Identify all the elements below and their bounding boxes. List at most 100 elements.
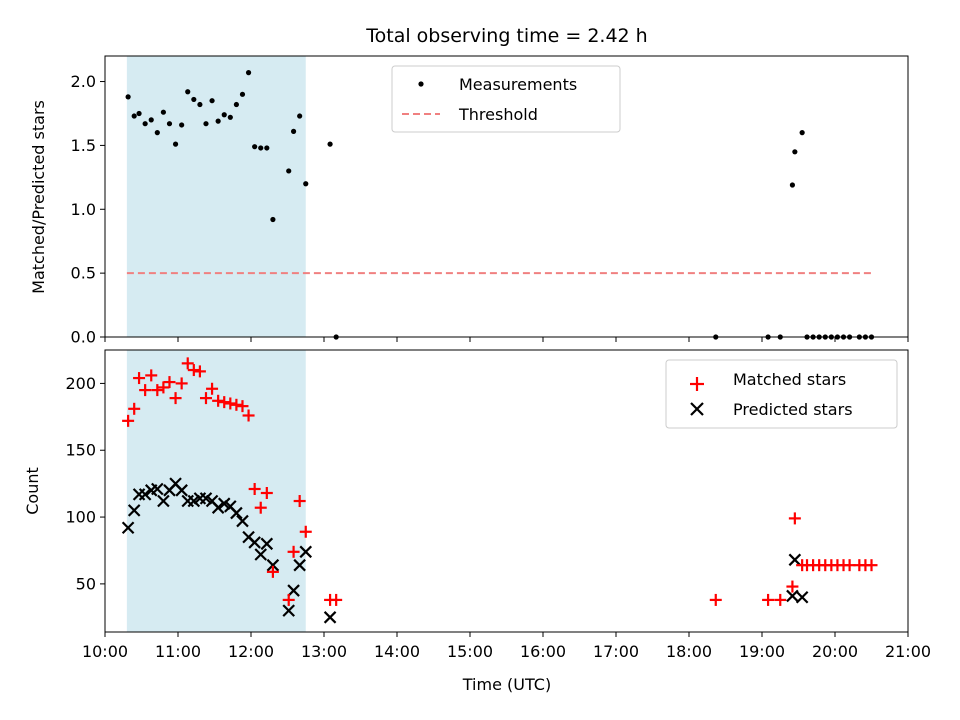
count-panel-frame bbox=[104, 349, 909, 633]
x-tick-label: 11:00 bbox=[155, 642, 201, 661]
matched-star-point bbox=[236, 400, 249, 413]
predicted-star-point bbox=[121, 521, 135, 535]
matched-star-point bbox=[128, 402, 141, 415]
matched-star-point bbox=[157, 381, 170, 394]
measurement-point bbox=[792, 149, 798, 155]
ratio-y-tick-label: 0.5 bbox=[71, 264, 96, 283]
predicted-star-point bbox=[282, 604, 295, 617]
x-tick-label: 14:00 bbox=[374, 642, 420, 661]
matched-star-point bbox=[260, 487, 273, 500]
matched-star-point bbox=[145, 369, 158, 382]
matched-star-point bbox=[282, 593, 295, 606]
ratio-panel: 0.0 0.5 1.0 1.5 2.0 Total observing time = 2… bbox=[29, 25, 909, 347]
matched-star-point bbox=[254, 501, 267, 514]
predicted-star-point bbox=[293, 558, 306, 572]
predicted-stars-points bbox=[121, 477, 809, 624]
ratio-legend: Measurements Threshold bbox=[391, 65, 621, 133]
x-tick-label: 21:00 bbox=[885, 642, 931, 661]
measurement-point bbox=[154, 130, 160, 136]
measurement-point bbox=[142, 121, 148, 127]
ratio-y-tick-label: 0.0 bbox=[71, 328, 96, 347]
measurement-point bbox=[270, 216, 276, 223]
matched-star-point bbox=[151, 384, 164, 397]
matched-star-point bbox=[139, 384, 152, 397]
measurement-point bbox=[191, 96, 197, 103]
measurement-point bbox=[221, 112, 227, 118]
ratio-y-ticks: 0.0 0.5 1.0 1.5 2.0 bbox=[71, 72, 105, 347]
x-tick-label: 13:00 bbox=[301, 642, 347, 661]
matched-star-point bbox=[175, 377, 188, 390]
x-tick-label: 10:00 bbox=[82, 642, 128, 661]
matched-star-point bbox=[762, 593, 775, 606]
count-y-tick-label: 150 bbox=[65, 441, 96, 460]
measurement-point bbox=[172, 141, 179, 147]
predicted-star-point bbox=[299, 545, 313, 559]
count-y-tick-label: 100 bbox=[65, 508, 96, 527]
measurement-point bbox=[197, 101, 203, 108]
matched-star-point bbox=[218, 396, 231, 409]
matched-star-point bbox=[865, 559, 878, 572]
measurement-point bbox=[166, 121, 173, 127]
matched-star-point bbox=[248, 482, 261, 495]
ratio-y-axis-label: Matched/Predicted stars bbox=[29, 100, 48, 294]
count-panel: 50 100 150 200 10:00 11:00 12:00 13:00 14:00 15:… bbox=[23, 349, 931, 694]
predicted-star-point bbox=[260, 537, 274, 551]
observing-span-top bbox=[126, 56, 306, 337]
matched-star-point bbox=[786, 580, 799, 593]
predicted-star-point bbox=[175, 484, 188, 497]
count-y-axis-label: Count bbox=[23, 467, 42, 515]
ratio-x-ticks bbox=[104, 337, 909, 342]
predicted-star-point bbox=[788, 553, 802, 567]
measurement-point bbox=[327, 141, 333, 147]
measurement-point bbox=[160, 109, 166, 115]
count-y-ticks: 50 100 150 200 bbox=[65, 374, 105, 593]
predicted-star-point bbox=[248, 536, 261, 549]
matched-star-point bbox=[230, 398, 243, 411]
matched-star-point bbox=[187, 364, 200, 377]
x-tick-label: 18:00 bbox=[666, 642, 712, 661]
measurement-point bbox=[303, 181, 309, 187]
matched-star-point bbox=[206, 382, 219, 395]
matched-star-point bbox=[774, 593, 787, 606]
predicted-star-point bbox=[151, 482, 164, 496]
predicted-star-point bbox=[230, 506, 243, 520]
legend-threshold-label: Threshold bbox=[458, 105, 538, 124]
measurement-point bbox=[148, 117, 154, 123]
matched-star-point bbox=[163, 376, 176, 389]
observing-span-bottom bbox=[126, 350, 306, 632]
measurement-point bbox=[252, 144, 258, 150]
x-tick-label: 20:00 bbox=[812, 642, 858, 661]
measurement-point bbox=[789, 182, 796, 188]
matched-star-point bbox=[242, 409, 255, 422]
legend-measurements-label: Measurements bbox=[459, 75, 577, 94]
observing-span-top-rect bbox=[126, 56, 306, 337]
measurement-point bbox=[131, 113, 137, 119]
measurement-point bbox=[286, 168, 292, 174]
matched-star-point bbox=[266, 565, 279, 578]
chart-title: Total observing time = 2.42 h bbox=[365, 25, 647, 47]
matched-star-point bbox=[193, 365, 206, 378]
x-tick-label: 16:00 bbox=[520, 642, 566, 661]
measurement-point bbox=[245, 70, 252, 76]
x-tick-label: 12:00 bbox=[228, 642, 274, 661]
ratio-y-tick-label: 2.0 bbox=[71, 72, 96, 91]
predicted-star-point bbox=[127, 504, 141, 517]
matched-star-point bbox=[199, 392, 212, 405]
measurement-point bbox=[290, 128, 297, 134]
measurement-point bbox=[179, 122, 185, 128]
measurement-point bbox=[233, 101, 239, 108]
ratio-y-tick-label: 1.5 bbox=[71, 136, 96, 155]
matched-star-point bbox=[181, 357, 194, 370]
x-tick-label: 17:00 bbox=[593, 642, 639, 661]
measurement-point bbox=[239, 91, 246, 97]
predicted-star-point bbox=[236, 514, 249, 528]
count-legend-box bbox=[665, 359, 898, 429]
measurement-point bbox=[215, 118, 221, 124]
count-x-ticks: 10:00 11:00 12:00 13:00 14:00 15:00 16:00 17:00… bbox=[82, 632, 931, 661]
measurement-point bbox=[258, 145, 264, 151]
measurement-point bbox=[185, 89, 191, 95]
predicted-star-point bbox=[287, 584, 300, 597]
legend-matched-label: Matched stars bbox=[733, 370, 846, 389]
observing-span-bottom-rect bbox=[126, 350, 306, 632]
